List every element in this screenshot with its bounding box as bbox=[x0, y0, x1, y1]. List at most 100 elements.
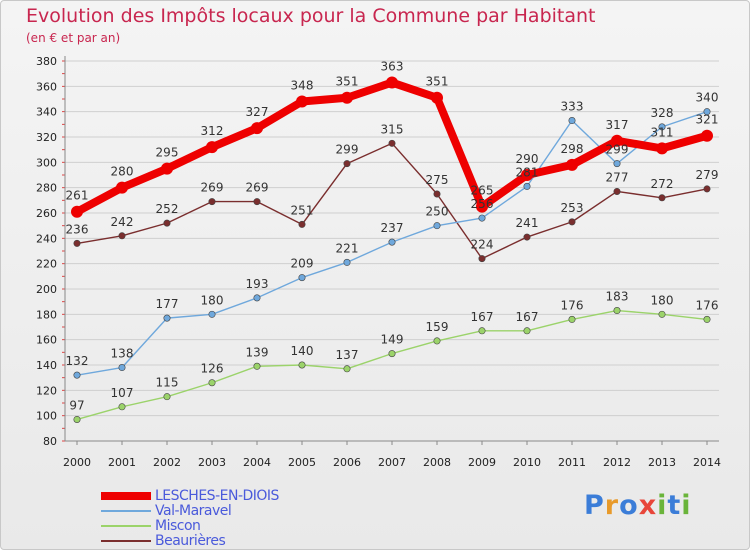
data-label: 275 bbox=[426, 173, 449, 187]
y-tick-label: 320 bbox=[36, 131, 57, 144]
data-label: 290 bbox=[516, 152, 539, 166]
data-label: 269 bbox=[246, 181, 269, 195]
legend-label: Beaurières bbox=[155, 532, 226, 549]
x-tick-label: 2010 bbox=[513, 456, 541, 469]
data-label: 149 bbox=[381, 333, 404, 347]
legend-swatch-beaurieres bbox=[101, 539, 151, 542]
series-lines bbox=[71, 76, 713, 423]
y-tick-label: 200 bbox=[36, 283, 57, 296]
data-point bbox=[701, 129, 713, 142]
logo-letter: i bbox=[657, 490, 668, 521]
x-tick-label: 2000 bbox=[63, 456, 91, 469]
data-label: 252 bbox=[156, 202, 179, 216]
legend: LESCHES-EN-DIOIS Val-Maravel Miscon Beau… bbox=[101, 488, 279, 549]
data-label: 298 bbox=[561, 142, 584, 156]
data-label: 317 bbox=[606, 118, 629, 132]
data-point bbox=[656, 142, 668, 155]
data-point bbox=[163, 393, 171, 401]
data-label: 295 bbox=[156, 146, 179, 160]
data-point bbox=[611, 134, 623, 147]
data-point bbox=[433, 222, 441, 230]
data-label: 351 bbox=[426, 75, 449, 89]
data-labels: 236 242 252 269 269 251 299 315 275 224 241 253 277 2… bbox=[66, 60, 719, 413]
data-label: 269 bbox=[201, 181, 224, 195]
data-point bbox=[163, 219, 171, 227]
legend-item: Beaurières bbox=[101, 532, 279, 549]
data-point bbox=[478, 327, 486, 335]
data-point bbox=[208, 310, 216, 318]
data-label: 299 bbox=[606, 143, 629, 157]
data-point bbox=[388, 350, 396, 358]
data-label: 177 bbox=[156, 297, 179, 311]
data-point bbox=[298, 361, 306, 369]
x-tick-label: 2004 bbox=[243, 456, 271, 469]
legend-label: Miscon bbox=[155, 517, 201, 534]
x-tick-label: 2007 bbox=[378, 456, 406, 469]
x-tick-label: 2003 bbox=[198, 456, 226, 469]
legend-swatch-lesches bbox=[101, 491, 151, 500]
y-tick-label: 80 bbox=[43, 435, 57, 448]
y-tick-label: 180 bbox=[36, 308, 57, 321]
data-point bbox=[343, 160, 351, 168]
data-point bbox=[568, 315, 576, 323]
data-label: 167 bbox=[471, 310, 494, 324]
logo-letter: o bbox=[619, 490, 639, 521]
data-point bbox=[343, 365, 351, 373]
data-point bbox=[431, 91, 443, 104]
data-point bbox=[296, 95, 308, 108]
data-label: 115 bbox=[156, 376, 179, 390]
data-label: 363 bbox=[381, 60, 404, 74]
data-point bbox=[118, 232, 126, 240]
data-point bbox=[566, 158, 578, 171]
data-point bbox=[523, 182, 531, 190]
data-label: 241 bbox=[516, 216, 539, 230]
data-point bbox=[343, 258, 351, 266]
data-label: 176 bbox=[696, 298, 719, 312]
x-tick-label: 2009 bbox=[468, 456, 496, 469]
y-tick-label: 340 bbox=[36, 106, 57, 119]
y-tick-label: 380 bbox=[36, 55, 57, 68]
data-point bbox=[298, 220, 306, 228]
data-point bbox=[523, 327, 531, 335]
chart-subtitle: (en € et par an) bbox=[26, 31, 121, 45]
data-label: 137 bbox=[336, 348, 359, 362]
data-label: 333 bbox=[561, 100, 584, 114]
data-point bbox=[658, 194, 666, 202]
data-label: 280 bbox=[111, 165, 134, 179]
data-point bbox=[658, 123, 666, 131]
axes: 80 100 120 140 160 180 200 220 240 260 280 300 320 34… bbox=[36, 55, 721, 469]
y-tick-label: 140 bbox=[36, 359, 57, 372]
data-label: 236 bbox=[66, 222, 89, 236]
legend-swatch-miscon bbox=[101, 524, 151, 527]
y-tick-label: 360 bbox=[36, 80, 57, 93]
data-point bbox=[613, 160, 621, 168]
legend-item: Val-Maravel bbox=[101, 503, 279, 519]
legend-item: LESCHES-EN-DIOIS bbox=[101, 488, 279, 504]
y-tick-label: 280 bbox=[36, 182, 57, 195]
data-point bbox=[476, 200, 488, 213]
data-label: 193 bbox=[246, 277, 269, 291]
legend-item: Miscon bbox=[101, 517, 279, 534]
x-tick-label: 2001 bbox=[108, 456, 136, 469]
data-point bbox=[478, 214, 486, 222]
data-label: 176 bbox=[561, 298, 584, 312]
data-label: 237 bbox=[381, 221, 404, 235]
data-point bbox=[388, 238, 396, 246]
data-label: 180 bbox=[651, 293, 674, 307]
data-label: 250 bbox=[426, 205, 449, 219]
data-label: 159 bbox=[426, 320, 449, 334]
gridlines bbox=[65, 60, 719, 442]
logo-letter: i bbox=[681, 490, 692, 521]
data-label: 224 bbox=[471, 238, 494, 252]
y-tick-label: 300 bbox=[36, 156, 57, 169]
data-point bbox=[208, 198, 216, 206]
chart-title: Evolution des Impôts locaux pour la Comm… bbox=[26, 5, 596, 27]
data-label: 180 bbox=[201, 293, 224, 307]
data-label: 315 bbox=[381, 122, 404, 136]
data-point bbox=[433, 190, 441, 198]
data-label: 312 bbox=[201, 124, 224, 138]
data-point bbox=[478, 255, 486, 263]
data-label: 328 bbox=[651, 106, 674, 120]
data-point bbox=[118, 364, 126, 372]
